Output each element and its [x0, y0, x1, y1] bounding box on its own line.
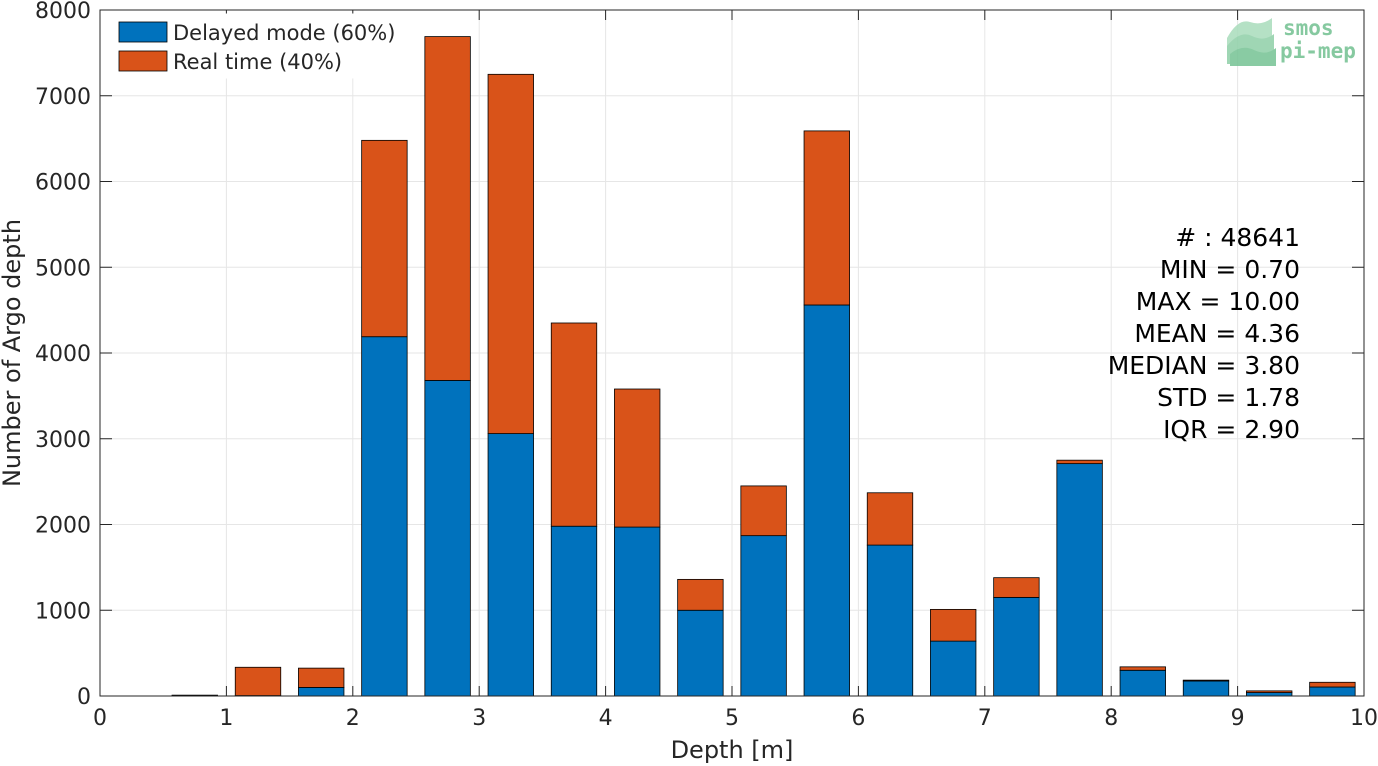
bar-delayed-mode — [424, 380, 471, 697]
x-tick-label: 10 — [1350, 706, 1378, 731]
bar-real-time — [1246, 690, 1293, 693]
x-tick-label: 1 — [219, 706, 233, 731]
stat-median: MEDIAN = 3.80 — [1108, 351, 1300, 380]
bar-delayed-mode — [1309, 686, 1356, 697]
bar-delayed-mode — [1056, 463, 1103, 697]
bar-real-time — [1119, 666, 1166, 671]
stat-mean: MEAN = 4.36 — [1134, 319, 1300, 348]
bar-real-time — [1182, 679, 1230, 682]
x-tick-label: 0 — [93, 706, 107, 731]
bar-delayed-mode — [361, 336, 408, 697]
stat-count: # : 48641 — [1175, 223, 1300, 252]
y-tick-label: 5000 — [35, 256, 91, 281]
bar-real-time — [487, 73, 534, 435]
bar-delayed-mode — [487, 433, 534, 697]
x-axis-label: Depth [m] — [671, 736, 794, 764]
bar-real-time — [550, 322, 598, 527]
bar-delayed-mode — [614, 526, 661, 697]
bar-real-time — [1056, 459, 1103, 465]
bar-real-time — [614, 388, 661, 528]
y-axis-label: Number of Argo depth — [0, 219, 26, 487]
bar-delayed-mode — [993, 596, 1040, 697]
x-tick-label: 9 — [1231, 706, 1245, 731]
legend-label-delayed-mode: Delayed mode (60%) — [173, 21, 395, 45]
bar-real-time — [803, 130, 850, 306]
bar-real-time — [993, 577, 1040, 598]
x-tick-label: 3 — [472, 706, 486, 731]
x-tick-label: 4 — [599, 706, 613, 731]
bar-real-time — [234, 666, 282, 696]
legend: Delayed mode (60%) Real time (40%) — [107, 13, 407, 79]
stat-min: MIN = 0.70 — [1160, 255, 1300, 284]
bar-real-time — [361, 139, 408, 338]
legend-label-real-time: Real time (40%) — [173, 50, 342, 74]
logo-text-smos: smos — [1283, 16, 1334, 40]
bar-real-time — [930, 608, 977, 642]
bar-real-time — [1309, 681, 1356, 688]
stat-max: MAX = 10.00 — [1136, 287, 1300, 316]
axis-ticks: 0 1 2 3 4 5 6 7 8 9 10 0 1000 2000 3000 4000 5000 6000 700… — [35, 0, 1378, 731]
bar-real-time — [424, 36, 471, 381]
y-tick-label: 2000 — [35, 514, 91, 539]
bar-delayed-mode — [1246, 692, 1293, 697]
x-tick-label: 5 — [725, 706, 739, 731]
statistics-annotation: # : 48641 MIN = 0.70 MAX = 10.00 MEAN = … — [1108, 223, 1300, 444]
y-tick-label: 3000 — [35, 428, 91, 453]
bar-real-time — [866, 492, 914, 546]
bar-real-time — [677, 578, 724, 611]
smos-pi-mep-logo: smos pi-mep — [1227, 16, 1356, 66]
logo-waves-icon — [1227, 18, 1276, 66]
x-tick-label: 2 — [346, 706, 360, 731]
bar-real-time — [740, 485, 787, 537]
bar-delayed-mode — [550, 525, 598, 697]
stat-iqr: IQR = 2.90 — [1163, 415, 1300, 444]
y-tick-label: 8000 — [35, 0, 91, 24]
legend-swatch-delayed-mode — [118, 21, 168, 43]
bar-delayed-mode — [930, 640, 977, 697]
x-tick-label: 7 — [978, 706, 992, 731]
bar-delayed-mode — [866, 544, 914, 697]
x-tick-label: 6 — [851, 706, 865, 731]
y-tick-label: 4000 — [35, 342, 91, 367]
legend-swatch-real-time — [118, 50, 168, 72]
bar-delayed-mode — [740, 535, 787, 697]
y-tick-label: 6000 — [35, 171, 91, 196]
x-tick-label: 8 — [1104, 706, 1118, 731]
bar-delayed-mode — [1182, 680, 1230, 697]
bar-delayed-mode — [677, 609, 724, 697]
logo-text-pi-mep: pi-mep — [1280, 39, 1356, 63]
bar-delayed-mode — [803, 304, 850, 697]
bar-real-time — [298, 667, 345, 688]
bar-delayed-mode — [298, 687, 345, 697]
bars-group — [171, 36, 1356, 697]
y-tick-label: 1000 — [35, 599, 91, 624]
bar-delayed-mode — [1119, 669, 1166, 697]
stat-std: STD = 1.78 — [1157, 383, 1300, 412]
y-tick-label: 0 — [77, 685, 91, 710]
y-tick-label: 7000 — [35, 85, 91, 110]
